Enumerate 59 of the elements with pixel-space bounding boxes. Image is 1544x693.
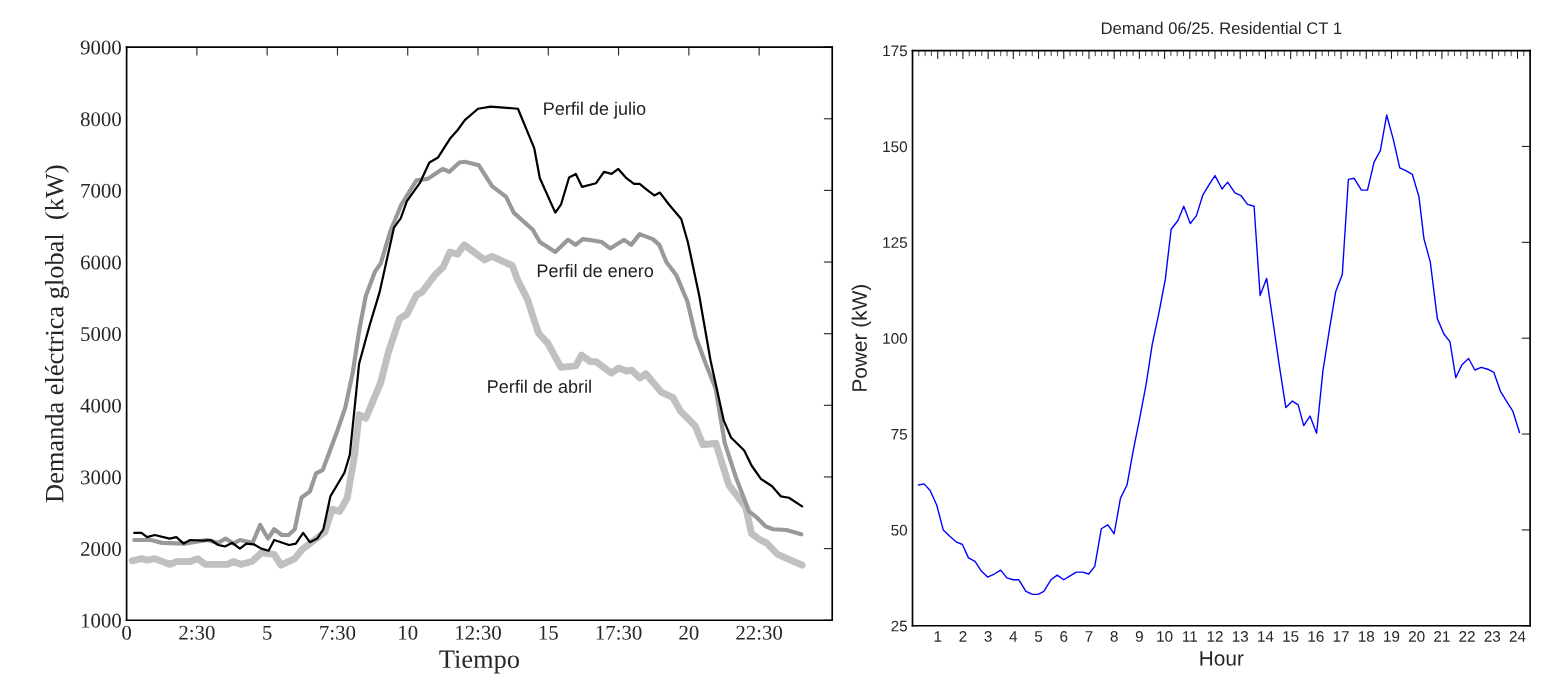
x-tick-label: 20 bbox=[1408, 631, 1425, 642]
x-tick-label: 22 bbox=[1459, 631, 1475, 642]
y-tick-label: 25 bbox=[891, 620, 907, 632]
x-tick-label: 6 bbox=[1060, 631, 1068, 642]
x-tick-label: 1 bbox=[934, 631, 942, 642]
y-tick-label: 7000 bbox=[81, 183, 121, 198]
x-tick-label: 7:30 bbox=[320, 625, 356, 640]
x-tick-label: 17 bbox=[1333, 631, 1349, 642]
x-axis-title: Tiempo bbox=[439, 650, 519, 674]
chart-title: Demand 06/25. Residential CT 1 bbox=[1101, 21, 1342, 35]
x-tick-label: 12:30 bbox=[456, 625, 501, 640]
x-tick-label: 2 bbox=[959, 631, 967, 642]
x-tick-label: 12 bbox=[1207, 631, 1223, 642]
y-tick-label: 1000 bbox=[81, 613, 121, 628]
y-tick-label: 175 bbox=[883, 45, 907, 57]
x-tick-label: 24 bbox=[1509, 631, 1526, 642]
y-tick-label: 75 bbox=[891, 429, 907, 440]
x-tick-label: 17:30 bbox=[596, 625, 642, 640]
x-tick-label: 22:30 bbox=[736, 625, 783, 640]
x-tick-label: 18 bbox=[1358, 631, 1375, 642]
x-tick-label: 10 bbox=[399, 625, 418, 640]
x-tick-label: 2:30 bbox=[179, 625, 215, 640]
series-label: Perfil de julio bbox=[544, 101, 646, 119]
y-tick-label: 5000 bbox=[81, 327, 121, 342]
x-tick-label: 8 bbox=[1110, 631, 1118, 642]
line-series bbox=[917, 114, 1521, 596]
x-tick-label: 20 bbox=[679, 625, 699, 640]
x-tick-label: 11 bbox=[1183, 631, 1197, 642]
x-tick-label: 10 bbox=[1157, 631, 1173, 642]
x-tick-label: 15 bbox=[1283, 631, 1299, 642]
y-tick-label: 8000 bbox=[80, 112, 121, 127]
x-tick-label: 23 bbox=[1484, 631, 1501, 642]
y-tick-label: 6000 bbox=[80, 255, 121, 270]
x-tick-label: 9 bbox=[1135, 631, 1143, 642]
x-tick-label: 3 bbox=[984, 631, 992, 642]
x-tick-label: 16 bbox=[1308, 631, 1324, 642]
x-tick-label: 13 bbox=[1232, 631, 1249, 642]
y-axis-title: Demanda eléctrica global (kW) bbox=[44, 165, 69, 503]
y-tick-label: 150 bbox=[883, 141, 908, 153]
x-tick-label: 4 bbox=[1009, 631, 1018, 642]
x-tick-label: 19 bbox=[1384, 631, 1400, 642]
x-tick-label: 15 bbox=[539, 625, 558, 640]
y-tick-label: 9000 bbox=[80, 40, 121, 55]
x-tick-label: 14 bbox=[1258, 631, 1274, 642]
y-tick-label: 50 bbox=[891, 524, 908, 536]
y-tick-label: 2000 bbox=[80, 541, 121, 557]
x-tick-label: 0 bbox=[122, 625, 132, 640]
y-tick-label: 125 bbox=[883, 237, 907, 249]
x-tick-label: 5 bbox=[1034, 631, 1043, 642]
y-tick-label: 3000 bbox=[81, 470, 121, 485]
series-label: Perfil de enero bbox=[537, 263, 654, 278]
x-tick-label: 5 bbox=[263, 625, 272, 640]
series-label: Perfil de abril bbox=[488, 379, 591, 393]
y-axis-title: Power (kW) bbox=[851, 285, 872, 391]
x-axis-title: Hour bbox=[1200, 651, 1244, 666]
x-tick-label: 21 bbox=[1434, 631, 1450, 642]
x-tick-label: 7 bbox=[1085, 631, 1093, 642]
y-tick-label: 4000 bbox=[80, 398, 121, 413]
y-tick-label: 100 bbox=[883, 333, 908, 344]
